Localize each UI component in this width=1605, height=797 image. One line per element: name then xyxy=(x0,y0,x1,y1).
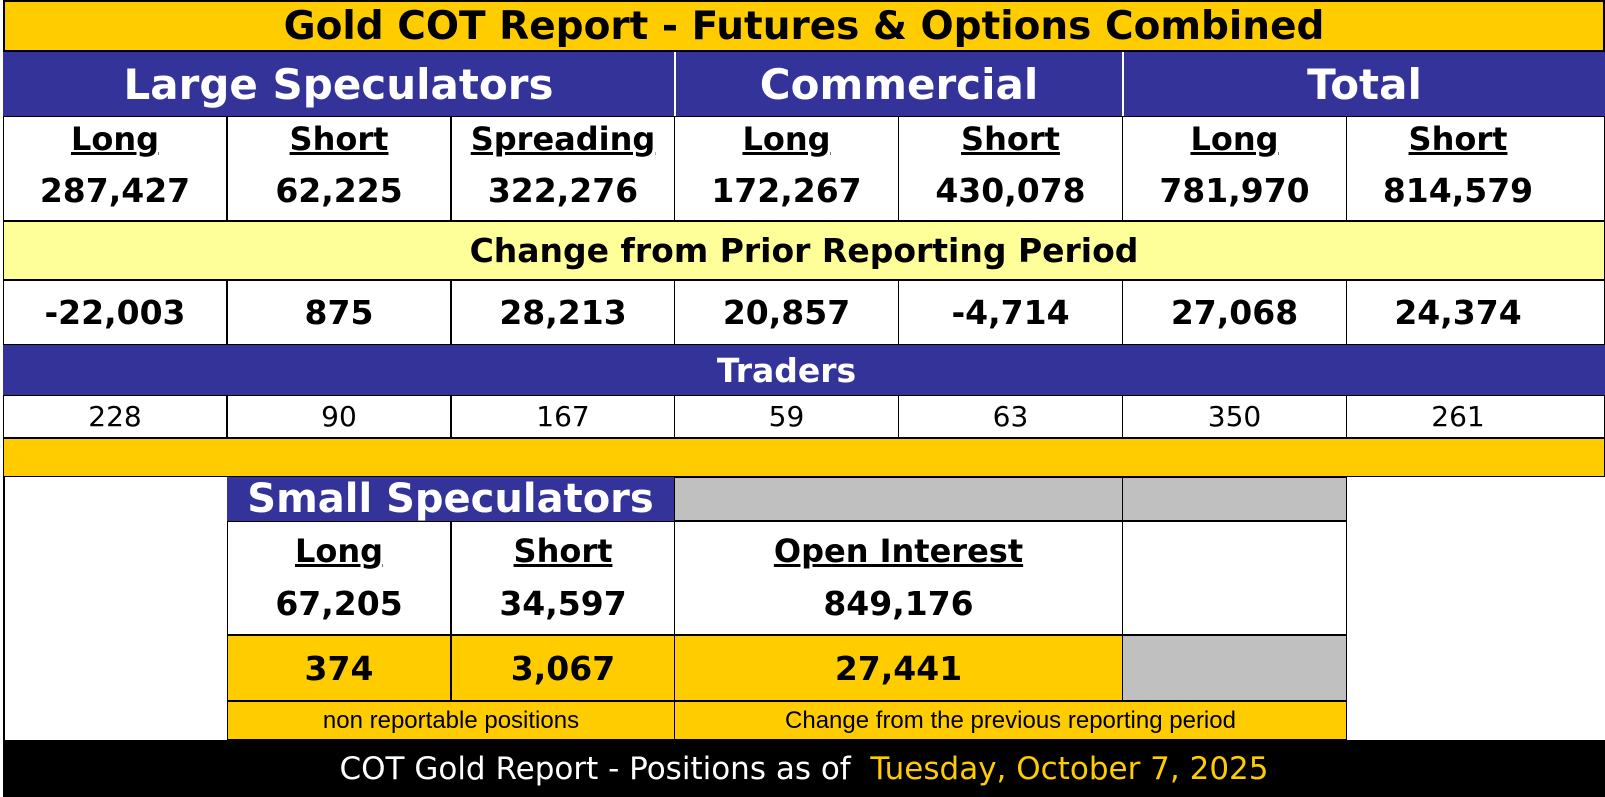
traders-count: 167 xyxy=(451,395,675,438)
gray-block xyxy=(1122,635,1347,701)
non-reportable-note: non reportable positions xyxy=(227,701,675,740)
position-value: 62,225 xyxy=(275,171,403,210)
column-label: Short xyxy=(289,120,389,158)
open-interest-change: 27,441 xyxy=(674,635,1123,701)
large-spec-long-cell: Long 287,427 xyxy=(3,116,227,221)
small-spec-long-cell: Long 67,205 xyxy=(227,521,451,635)
open-interest-label: Open Interest xyxy=(773,532,1024,570)
traders-count: 59 xyxy=(674,395,899,438)
column-label: Spreading xyxy=(470,120,656,158)
position-value: 67,205 xyxy=(275,584,403,623)
group-total: Total xyxy=(1122,52,1605,116)
position-value: 814,579 xyxy=(1382,171,1534,210)
group-large-speculators: Large Speculators xyxy=(3,52,674,116)
empty-cell xyxy=(1122,521,1347,635)
change-value: -22,003 xyxy=(3,280,227,345)
column-label: Long xyxy=(70,120,160,158)
small-spec-long-change: 374 xyxy=(227,635,451,701)
open-interest-cell: Open Interest 849,176 xyxy=(674,521,1123,635)
change-value: 28,213 xyxy=(451,280,675,345)
traders-count: 90 xyxy=(227,395,451,438)
column-label: Long xyxy=(294,532,384,570)
position-value: 34,597 xyxy=(499,584,627,623)
traders-count: 63 xyxy=(898,395,1123,438)
separator-band xyxy=(3,438,1605,477)
footer-bar: COT Gold Report - Positions as of Tuesda… xyxy=(3,740,1605,797)
footer-prefix: COT Gold Report - Positions as of xyxy=(339,750,871,787)
traders-count: 228 xyxy=(3,395,227,438)
left-border xyxy=(3,477,5,740)
commercial-short-cell: Short 430,078 xyxy=(898,116,1123,221)
commercial-long-cell: Long 172,267 xyxy=(674,116,899,221)
change-value: 24,374 xyxy=(1346,280,1605,345)
large-spec-short-cell: Short 62,225 xyxy=(227,116,451,221)
position-value: 287,427 xyxy=(39,171,191,210)
report-title: Gold COT Report - Futures & Options Comb… xyxy=(3,0,1605,52)
column-label: Short xyxy=(513,532,613,570)
group-commercial: Commercial xyxy=(674,52,1122,116)
traders-count: 261 xyxy=(1346,395,1605,438)
position-value: 781,970 xyxy=(1159,171,1310,210)
small-spec-short-cell: Short 34,597 xyxy=(451,521,675,635)
position-value: 430,078 xyxy=(935,171,1086,210)
column-label: Long xyxy=(1190,120,1279,158)
traders-count: 350 xyxy=(1122,395,1347,438)
open-interest-value: 849,176 xyxy=(823,584,974,623)
change-value: -4,714 xyxy=(898,280,1123,345)
total-long-cell: Long 781,970 xyxy=(1122,116,1347,221)
position-value: 172,267 xyxy=(711,171,862,210)
traders-heading: Traders xyxy=(3,345,1605,395)
small-speculators-title: Small Speculators xyxy=(227,476,674,522)
change-previous-note: Change from the previous reporting perio… xyxy=(674,701,1347,740)
gray-header-block xyxy=(674,477,1123,521)
change-value: 27,068 xyxy=(1122,280,1347,345)
change-heading: Change from Prior Reporting Period xyxy=(3,221,1605,280)
column-label: Short xyxy=(1408,120,1508,158)
change-value: 20,857 xyxy=(674,280,899,345)
change-value: 875 xyxy=(227,280,451,345)
gray-header-block xyxy=(1122,477,1347,521)
position-value: 322,276 xyxy=(487,171,639,210)
traders-heading-text: Traders xyxy=(716,350,857,390)
small-spec-short-change: 3,067 xyxy=(451,635,675,701)
column-label: Short xyxy=(961,120,1060,158)
column-label: Long xyxy=(742,120,831,158)
total-short-cell: Short 814,579 xyxy=(1346,116,1605,221)
large-spec-spreading-cell: Spreading 322,276 xyxy=(451,116,675,221)
footer-date: Tuesday, October 7, 2025 xyxy=(870,750,1269,787)
